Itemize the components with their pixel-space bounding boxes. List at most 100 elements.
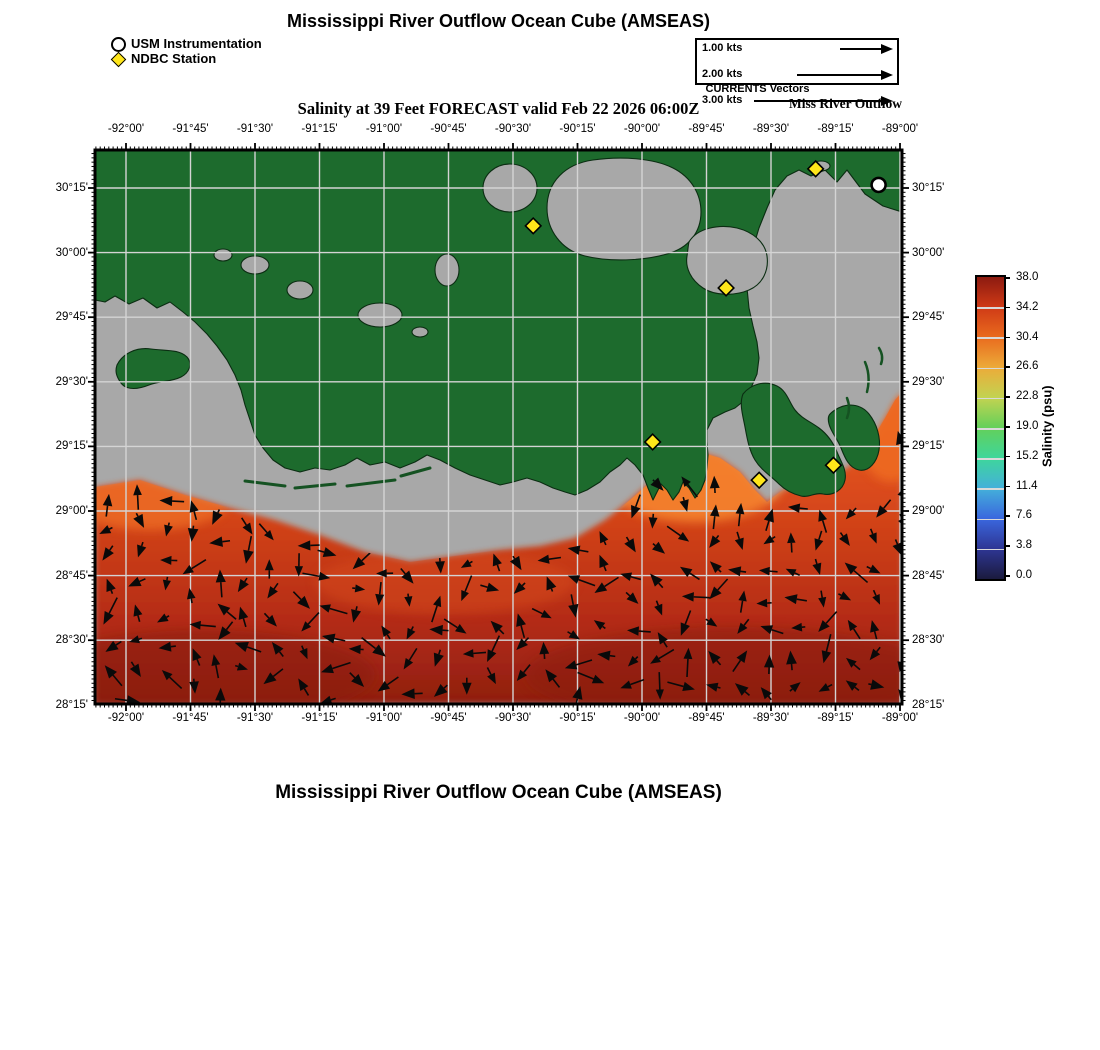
current-arrow [431, 595, 442, 623]
lat-tick-label: 29°45' [55, 311, 88, 324]
arrow-right-icon [881, 95, 893, 106]
current-arrow [814, 530, 824, 551]
current-arrow [302, 571, 331, 581]
colorbar-tick-label: 7.6 [1016, 509, 1032, 522]
current-arrow [102, 493, 113, 517]
current-arrow [106, 578, 116, 594]
colorbar-tick-label: 38.0 [1016, 271, 1039, 283]
current-arrow [237, 577, 249, 593]
mississippi-sound [783, 214, 902, 320]
current-arrow [258, 523, 274, 541]
current-arrow [317, 547, 337, 558]
current-arrow [461, 575, 473, 602]
colorbar-tick [1004, 396, 1010, 398]
current-arrow [866, 564, 881, 574]
current-arrow [648, 513, 658, 529]
current-arrow [787, 503, 808, 513]
lon-tick-label: -92°00' [107, 712, 145, 724]
current-arrow [620, 572, 642, 582]
map-panel [88, 143, 909, 711]
legend-row-usm: USM Instrumentation [110, 36, 262, 52]
lon-tick-label: -91°30' [236, 712, 274, 724]
current-arrow [486, 667, 496, 685]
current-arrow [102, 545, 114, 561]
usm-instrumentation-marker [870, 176, 887, 194]
current-arrow [348, 644, 364, 655]
colorbar-tick [1004, 545, 1010, 547]
current-arrow [564, 659, 593, 670]
barrier-islands [243, 346, 884, 490]
current-arrow [406, 626, 416, 640]
colorbar-tick [1004, 485, 1010, 488]
ndbc-station-marker [643, 433, 662, 451]
current-arrow [321, 661, 351, 674]
current-arrow [706, 682, 721, 692]
current-arrow [443, 618, 467, 634]
current-arrow [784, 594, 807, 605]
current-arrow [869, 646, 881, 661]
lat-tick-label: 29°00' [55, 505, 88, 517]
current-arrow [546, 576, 557, 592]
small-lake [213, 248, 233, 262]
current-arrow [892, 539, 902, 557]
current-arrow [133, 604, 143, 622]
lon-tick-label: -89°15' [817, 123, 854, 135]
current-arrow [791, 622, 806, 632]
lon-tick-label: -91°30' [236, 123, 274, 135]
current-arrow [709, 578, 729, 600]
lon-tick-label: -90°00' [623, 712, 661, 724]
salinity-map [88, 143, 909, 711]
lake-salvador [357, 302, 403, 328]
current-arrow [734, 531, 744, 551]
current-arrow [401, 688, 423, 700]
lat-tick-label: 29°15' [55, 440, 88, 453]
currents-vector-legend: 1.00 kts 2.00 kts 3.00 kts [695, 38, 899, 106]
colorbar-tick-line [977, 428, 1004, 430]
lon-tick-label: -89°30' [752, 123, 790, 135]
station-markers [524, 159, 887, 490]
current-arrow [294, 553, 304, 577]
current-arrow [627, 626, 651, 636]
current-arrow [161, 669, 183, 689]
grid-lines [95, 150, 902, 704]
ndbc-station-marker [824, 456, 843, 475]
current-arrow [381, 625, 391, 640]
current-arrow [758, 566, 778, 576]
legend-row-ndbc: NDBC Station [110, 51, 262, 68]
lat-tick-label: 29°45' [912, 311, 945, 324]
ndbc-station-marker [524, 216, 543, 235]
colorbar-tick [1004, 455, 1010, 458]
current-arrow [539, 641, 550, 660]
colorbar-tick [1004, 575, 1010, 577]
colorbar-tick [1004, 426, 1010, 428]
current-arrow [594, 576, 619, 593]
vector-legend-label: 1.00 kts [702, 42, 743, 54]
vector-legend-row: 2.00 kts [697, 68, 897, 81]
current-arrow [133, 512, 145, 528]
current-arrow [182, 558, 207, 575]
lon-tick-label: -90°15' [559, 123, 596, 135]
current-arrow [217, 603, 237, 620]
colorbar-tick-line [977, 397, 1004, 400]
current-arrow [234, 662, 248, 671]
current-arrow [872, 589, 881, 605]
current-arrow [157, 613, 170, 623]
lon-tick-label: -91°15' [301, 123, 338, 135]
current-arrow [818, 683, 833, 692]
current-arrow [433, 684, 448, 697]
lon-tick-label: -90°30' [494, 712, 532, 724]
current-arrow [158, 641, 176, 652]
current-arrow [683, 647, 693, 678]
current-arrow [545, 669, 561, 688]
lat-tick-label: 28°30' [912, 634, 945, 647]
current-arrow [361, 637, 386, 657]
current-arrow [99, 525, 113, 534]
lon-tick-label: -91°00' [365, 712, 403, 724]
current-arrow [728, 566, 747, 577]
colorbar-tick-line [977, 488, 1004, 490]
colorbar-tick [1004, 277, 1010, 279]
current-arrow [164, 522, 173, 537]
current-arrow [567, 545, 589, 555]
lon-tick-label: -89°00' [881, 712, 919, 724]
